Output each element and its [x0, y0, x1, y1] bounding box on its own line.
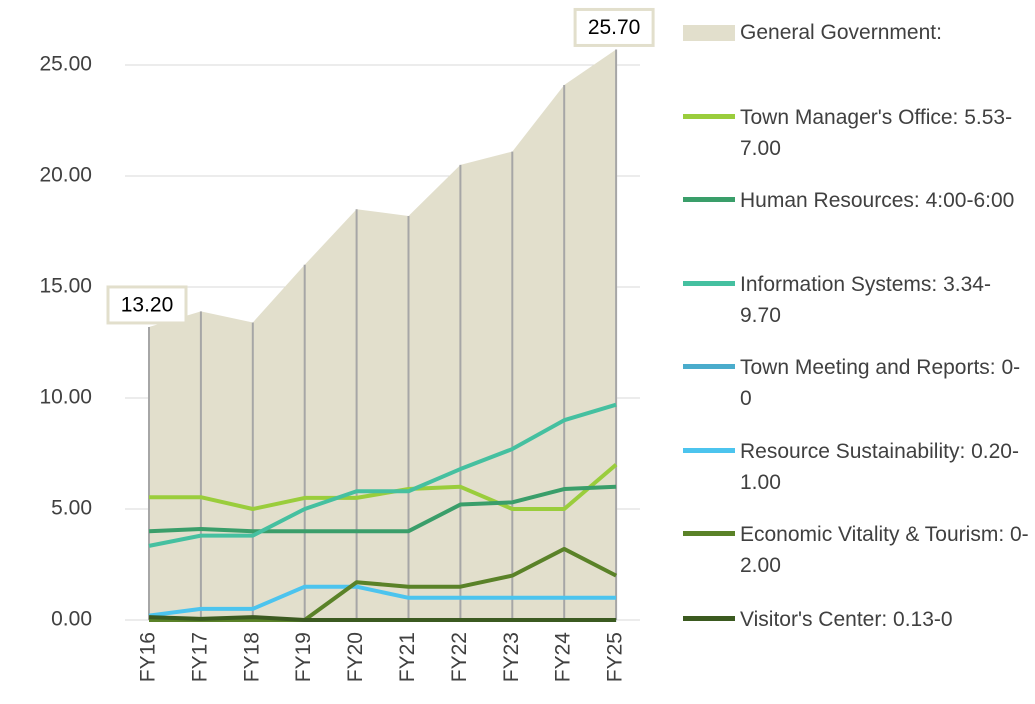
x-tick-label: FY19 [292, 632, 315, 682]
legend-label: Information Systems: 3.34-9.70 [740, 273, 991, 327]
area [149, 49, 617, 620]
y-tick-label: 0.00 [51, 608, 92, 631]
x-tick-label: FY21 [396, 632, 419, 682]
x-tick-label: FY24 [552, 632, 575, 683]
legend-item: Human Resources: 4:00-6:00 [683, 185, 1033, 216]
legend-item: Town Meeting and Reports: 0-0 [683, 352, 1033, 414]
legend-swatch [683, 25, 735, 41]
line [148, 484, 617, 534]
line [148, 615, 617, 622]
x-tick-label: FY17 [188, 632, 211, 682]
x-tick-label: FY18 [240, 632, 263, 682]
legend-item: Town Manager's Office: 5.53-7.00 [683, 102, 1033, 164]
legend-item: Information Systems: 3.34-9.70 [683, 269, 1033, 331]
data-label-box [573, 7, 655, 47]
line [148, 402, 617, 548]
data-label-box [106, 285, 188, 325]
legend-swatch [683, 281, 735, 286]
x-tick-label: FY23 [500, 632, 523, 682]
legend-swatch [683, 114, 735, 119]
legend-label: Economic Vitality & Tourism: 0-2.00 [740, 523, 1029, 577]
legend-swatch [683, 448, 735, 453]
y-tick-label: 5.00 [51, 497, 92, 520]
line [149, 463, 618, 511]
y-tick-label: 20.00 [39, 164, 92, 187]
y-tick-label: 25.00 [39, 53, 92, 76]
legend-swatch [683, 616, 735, 621]
x-tick-label: FY16 [137, 632, 160, 682]
legend-item: Visitor's Center: 0.13-0 [683, 604, 1033, 635]
legend-item: Resource Sustainability: 0.20-1.00 [683, 436, 1033, 498]
legend-label: Town Manager's Office: 5.53-7.00 [740, 106, 1013, 160]
legend-label: Human Resources: 4:00-6:00 [740, 189, 1015, 212]
legend-item: Economic Vitality & Tourism: 0-2.00 [683, 519, 1033, 581]
legend-swatch [683, 197, 735, 202]
legend-swatch [683, 364, 735, 369]
y-tick-label: 10.00 [39, 386, 92, 409]
data-label: 25.70 [588, 16, 641, 39]
legend-label: General Government: [740, 21, 942, 44]
line [148, 584, 617, 618]
legend-label: Resource Sustainability: 0.20-1.00 [740, 440, 1019, 494]
x-tick-label: FY25 [604, 632, 627, 682]
legend-swatch [683, 531, 735, 536]
data-label: 13.20 [121, 294, 174, 317]
x-tick-label: FY22 [448, 632, 471, 682]
legend-label: Town Meeting and Reports: 0-0 [740, 356, 1021, 410]
legend-label: Visitor's Center: 0.13-0 [740, 608, 953, 631]
legend-item: General Government: [683, 17, 1033, 48]
y-tick-label: 15.00 [39, 275, 92, 298]
x-tick-label: FY20 [344, 632, 367, 682]
